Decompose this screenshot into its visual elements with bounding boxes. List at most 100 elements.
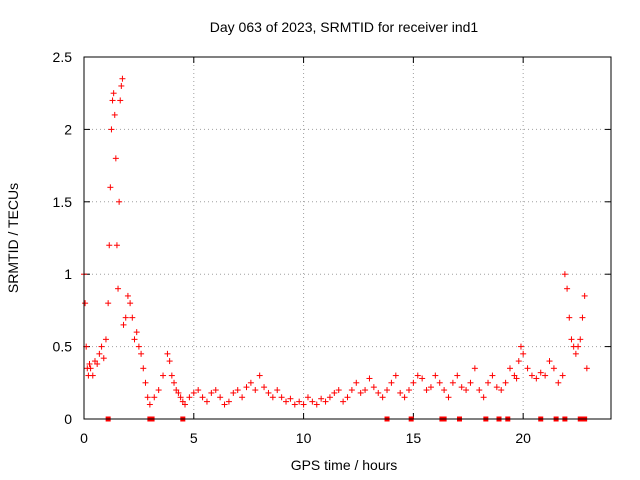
data-point xyxy=(436,379,443,386)
data-point xyxy=(480,394,487,401)
data-point xyxy=(124,292,131,299)
data-point xyxy=(546,358,553,365)
data-point xyxy=(89,372,96,379)
data-point xyxy=(265,389,272,396)
data-point xyxy=(195,387,202,394)
data-point xyxy=(493,384,500,391)
data-point xyxy=(190,389,197,396)
data-point xyxy=(133,329,140,336)
data-point xyxy=(318,395,325,402)
data-point xyxy=(441,387,448,394)
data-point xyxy=(247,379,254,386)
data-point xyxy=(427,384,434,391)
data-point xyxy=(449,379,456,386)
data-point xyxy=(168,372,175,379)
data-point xyxy=(498,387,505,394)
data-point xyxy=(129,314,136,321)
data-point xyxy=(171,379,178,386)
data-point xyxy=(423,387,430,394)
data-point xyxy=(102,336,109,343)
data-point xyxy=(274,387,281,394)
y-tick-label: 1 xyxy=(64,266,72,282)
data-point xyxy=(515,358,522,365)
data-point xyxy=(116,198,123,205)
data-point xyxy=(111,111,118,118)
data-point xyxy=(568,336,575,343)
data-point xyxy=(105,300,112,307)
data-point xyxy=(366,375,373,382)
data-point xyxy=(313,401,320,408)
data-point xyxy=(243,384,250,391)
data-point xyxy=(506,365,513,372)
data-point xyxy=(559,372,566,379)
data-point xyxy=(127,300,134,307)
data-point xyxy=(524,365,531,372)
data-points xyxy=(81,75,590,408)
data-point xyxy=(108,126,115,133)
data-point xyxy=(144,394,151,401)
data-point xyxy=(388,379,395,386)
data-point xyxy=(489,372,496,379)
data-point xyxy=(225,398,232,405)
data-point xyxy=(467,379,474,386)
y-tick-label: 0.5 xyxy=(53,339,73,355)
data-point xyxy=(410,379,417,386)
data-point xyxy=(164,350,171,357)
data-point xyxy=(304,394,311,401)
data-point xyxy=(463,387,470,394)
data-point xyxy=(120,321,127,328)
y-tick-label: 1.5 xyxy=(53,194,73,210)
data-point xyxy=(335,387,342,394)
data-point xyxy=(138,350,145,357)
data-point xyxy=(94,360,101,367)
data-point xyxy=(583,365,590,372)
data-point xyxy=(476,387,483,394)
data-point xyxy=(106,242,113,249)
data-point xyxy=(117,97,124,104)
data-point xyxy=(375,389,382,396)
data-point xyxy=(520,350,527,357)
data-point xyxy=(87,365,94,372)
data-point xyxy=(256,372,263,379)
data-point xyxy=(533,375,540,382)
x-tick-label: 20 xyxy=(515,430,531,446)
axis-ticks xyxy=(83,56,611,420)
plot-frame xyxy=(83,56,612,420)
data-point xyxy=(528,372,535,379)
data-point xyxy=(131,336,138,343)
data-point xyxy=(362,387,369,394)
data-point xyxy=(517,343,524,350)
data-point xyxy=(112,155,119,162)
data-point xyxy=(471,365,478,372)
y-tick-label: 0 xyxy=(64,411,72,427)
data-point xyxy=(186,394,193,401)
data-point xyxy=(577,336,584,343)
data-point xyxy=(113,242,120,249)
data-point xyxy=(300,401,307,408)
data-point xyxy=(322,398,329,405)
data-point xyxy=(296,398,303,405)
data-point xyxy=(107,184,114,191)
data-point xyxy=(140,365,147,372)
data-point xyxy=(572,350,579,357)
data-point xyxy=(109,97,116,104)
data-point xyxy=(100,355,107,362)
data-point xyxy=(212,387,219,394)
x-tick-label: 15 xyxy=(406,430,422,446)
data-point xyxy=(326,394,333,401)
data-point xyxy=(414,372,421,379)
data-point xyxy=(199,394,206,401)
data-point xyxy=(432,372,439,379)
y-tick-label: 2 xyxy=(64,121,72,137)
data-point xyxy=(331,389,338,396)
data-point xyxy=(155,387,162,394)
data-point xyxy=(230,389,237,396)
data-point xyxy=(561,271,568,278)
data-point xyxy=(291,401,298,408)
data-point xyxy=(353,379,360,386)
data-point xyxy=(344,394,351,401)
data-point xyxy=(269,394,276,401)
data-point xyxy=(239,394,246,401)
data-point xyxy=(379,394,386,401)
data-point xyxy=(119,75,126,82)
